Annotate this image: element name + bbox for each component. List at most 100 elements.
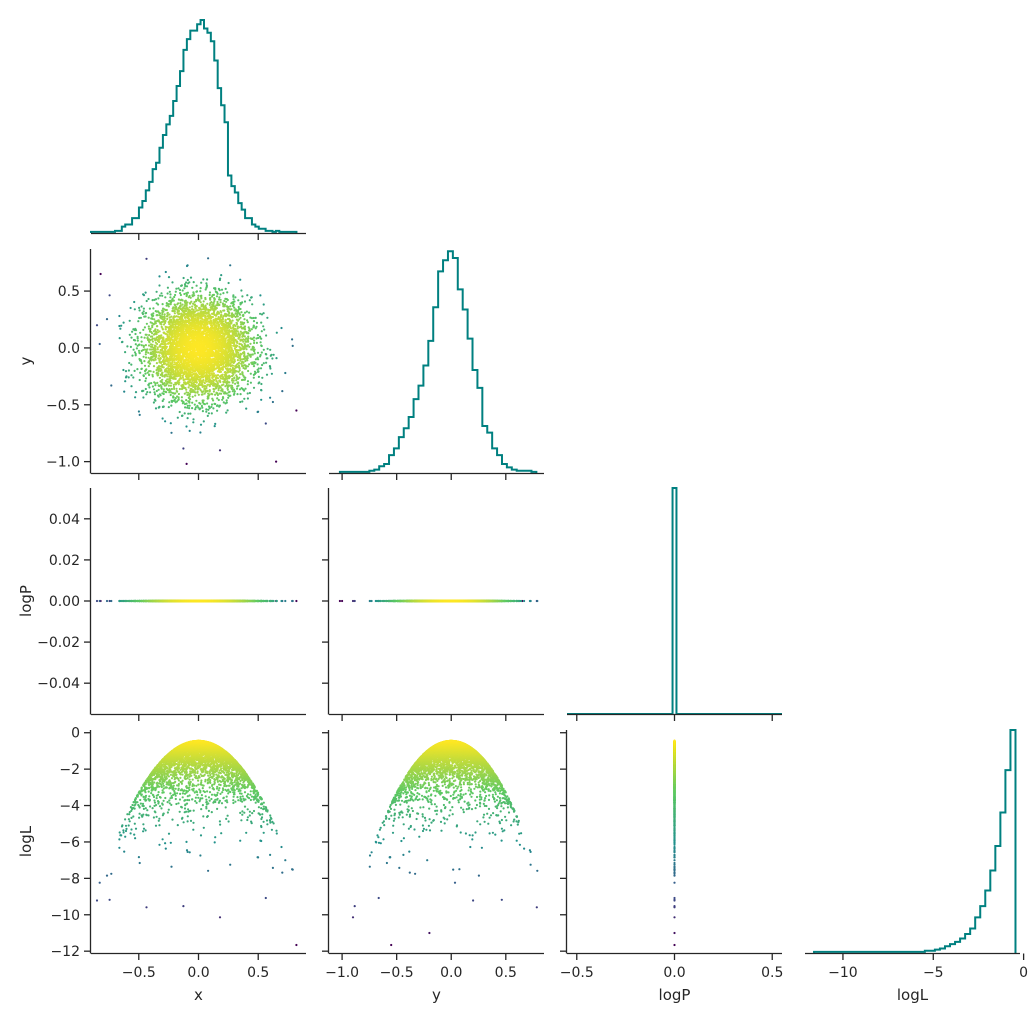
scatter-point bbox=[183, 287, 186, 290]
scatter-point bbox=[210, 372, 213, 375]
scatter-point bbox=[218, 296, 221, 299]
scatter-point bbox=[210, 392, 213, 395]
scatter-point bbox=[134, 343, 137, 346]
scatter-point bbox=[142, 344, 145, 347]
scatter-point bbox=[190, 387, 193, 390]
scatter-point bbox=[186, 278, 189, 282]
scatter-point bbox=[134, 396, 137, 399]
scatter-point bbox=[234, 382, 237, 385]
scatter-point bbox=[203, 385, 206, 388]
scatter-point bbox=[245, 407, 248, 410]
scatter-point bbox=[206, 402, 209, 405]
scatter-point bbox=[232, 388, 235, 391]
scatter-point bbox=[183, 381, 187, 384]
scatter-point bbox=[164, 296, 167, 299]
scatter-point bbox=[237, 299, 240, 302]
scatter-point bbox=[146, 391, 149, 394]
scatter-point bbox=[259, 341, 262, 344]
scatter-point bbox=[167, 276, 171, 279]
scatter-point bbox=[210, 403, 214, 406]
scatter-point bbox=[170, 404, 173, 407]
scatter-point bbox=[154, 322, 157, 325]
scatter-point bbox=[175, 389, 178, 393]
scatter-point bbox=[205, 286, 208, 289]
scatter-point bbox=[191, 305, 194, 308]
scatter-point bbox=[275, 460, 278, 463]
scatter-point bbox=[176, 416, 179, 419]
scatter-point bbox=[154, 358, 157, 361]
scatter-point bbox=[145, 350, 148, 353]
scatter-point bbox=[99, 272, 102, 276]
scatter-point bbox=[185, 391, 188, 394]
scatter-point bbox=[234, 312, 237, 315]
scatter-point bbox=[260, 351, 263, 354]
scatter-point bbox=[201, 393, 204, 396]
scatter-point bbox=[260, 398, 263, 401]
scatter-point bbox=[191, 286, 194, 289]
scatter-point bbox=[133, 300, 136, 304]
scatter-point bbox=[262, 312, 265, 315]
scatter-point bbox=[212, 372, 215, 375]
scatter-point bbox=[153, 398, 156, 401]
scatter-point bbox=[184, 386, 187, 390]
scatter-point bbox=[148, 307, 151, 310]
scatter-point bbox=[158, 340, 161, 344]
scatter-point bbox=[234, 365, 237, 368]
scatter-point bbox=[185, 281, 188, 284]
scatter-point bbox=[248, 299, 251, 302]
scatter-point bbox=[147, 365, 150, 368]
scatter-point bbox=[240, 289, 243, 292]
scatter-point bbox=[133, 339, 137, 342]
scatter-point bbox=[250, 361, 253, 364]
scatter-point bbox=[207, 405, 211, 408]
scatter-point bbox=[166, 315, 169, 318]
scatter-point bbox=[188, 306, 191, 309]
scatter-point bbox=[245, 348, 248, 351]
scatter-point bbox=[170, 387, 173, 391]
scatter-point bbox=[254, 316, 257, 319]
scatter-point bbox=[275, 331, 278, 334]
scatter-point bbox=[246, 397, 249, 400]
scatter-point bbox=[259, 312, 262, 315]
scatter-point bbox=[252, 326, 255, 329]
scatter-point bbox=[155, 332, 158, 336]
scatter-point bbox=[168, 290, 171, 293]
scatter-point bbox=[216, 292, 219, 295]
scatter-point bbox=[149, 348, 152, 351]
scatter-point bbox=[138, 352, 141, 355]
scatter-point bbox=[182, 447, 185, 450]
scatter-point bbox=[151, 299, 154, 302]
scatter-point bbox=[212, 378, 215, 381]
scatter-point bbox=[144, 377, 148, 380]
scatter-point bbox=[238, 345, 241, 348]
scatter-point bbox=[154, 382, 157, 385]
scatter-point bbox=[252, 376, 255, 379]
scatter-point bbox=[180, 284, 183, 287]
scatter-point bbox=[142, 310, 145, 313]
scatter-point bbox=[214, 288, 217, 291]
scatter-point bbox=[266, 347, 269, 350]
scatter-point bbox=[148, 373, 151, 376]
scatter-point bbox=[174, 397, 177, 400]
scatter-point bbox=[148, 334, 151, 337]
scatter-point bbox=[174, 304, 177, 307]
scatter-point bbox=[157, 303, 160, 306]
scatter-point bbox=[166, 317, 169, 321]
scatter-point bbox=[145, 322, 148, 325]
scatter-point bbox=[225, 411, 228, 414]
scatter-point bbox=[158, 330, 161, 333]
scatter-point bbox=[110, 384, 113, 387]
scatter-point bbox=[140, 336, 143, 339]
scatter-point bbox=[173, 398, 176, 401]
scatter-point bbox=[142, 396, 145, 399]
scatter-point bbox=[156, 342, 159, 346]
scatter-point bbox=[213, 425, 216, 428]
scatter-point bbox=[249, 337, 252, 340]
scatter-point bbox=[248, 329, 251, 332]
scatter-point bbox=[199, 431, 202, 434]
scatter-point bbox=[230, 315, 233, 318]
scatter-point bbox=[237, 366, 241, 369]
scatter-point bbox=[170, 431, 173, 434]
scatter-point bbox=[246, 355, 249, 358]
scatter-point bbox=[173, 387, 176, 390]
